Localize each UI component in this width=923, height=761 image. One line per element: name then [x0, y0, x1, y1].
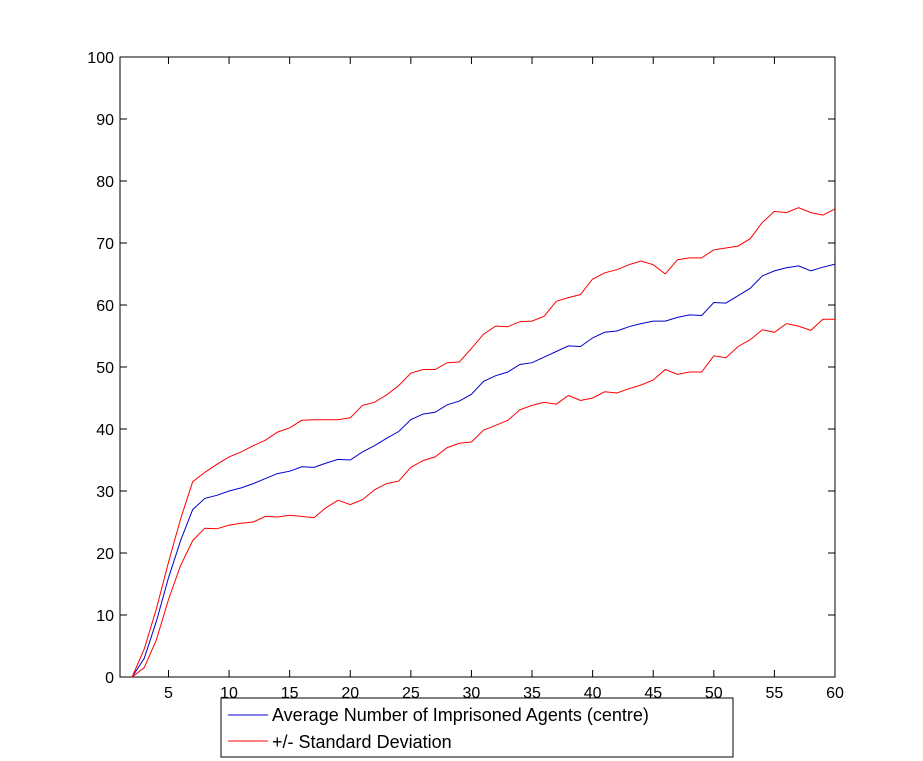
y-tick-label: 50 [96, 360, 114, 377]
plot-area [119, 56, 836, 678]
x-tick-label: 60 [826, 685, 844, 702]
x-tick-label: 55 [766, 685, 784, 702]
y-tick-label: 10 [96, 608, 114, 625]
y-tick-label: 40 [96, 422, 114, 439]
legend-label-mean: Average Number of Imprisoned Agents (cen… [272, 705, 649, 725]
series-line-0 [131, 263, 836, 678]
y-tick-label: 0 [105, 670, 114, 687]
legend: Average Number of Imprisoned Agents (cen… [220, 697, 734, 758]
y-tick-label: 30 [96, 484, 114, 501]
series-line-2 [131, 318, 835, 678]
series-layer [131, 207, 836, 678]
y-tick-label: 70 [96, 236, 114, 253]
legend-box [220, 697, 734, 758]
y-tick-label: 80 [96, 174, 114, 191]
y-tick-label: 60 [96, 298, 114, 315]
y-tick-label: 90 [96, 112, 114, 129]
series-line-1 [131, 207, 836, 678]
y-tick-label: 20 [96, 546, 114, 563]
y-tick-label: 100 [87, 50, 114, 67]
legend-label-std: +/- Standard Deviation [272, 732, 452, 752]
x-tick-label: 5 [164, 685, 173, 702]
